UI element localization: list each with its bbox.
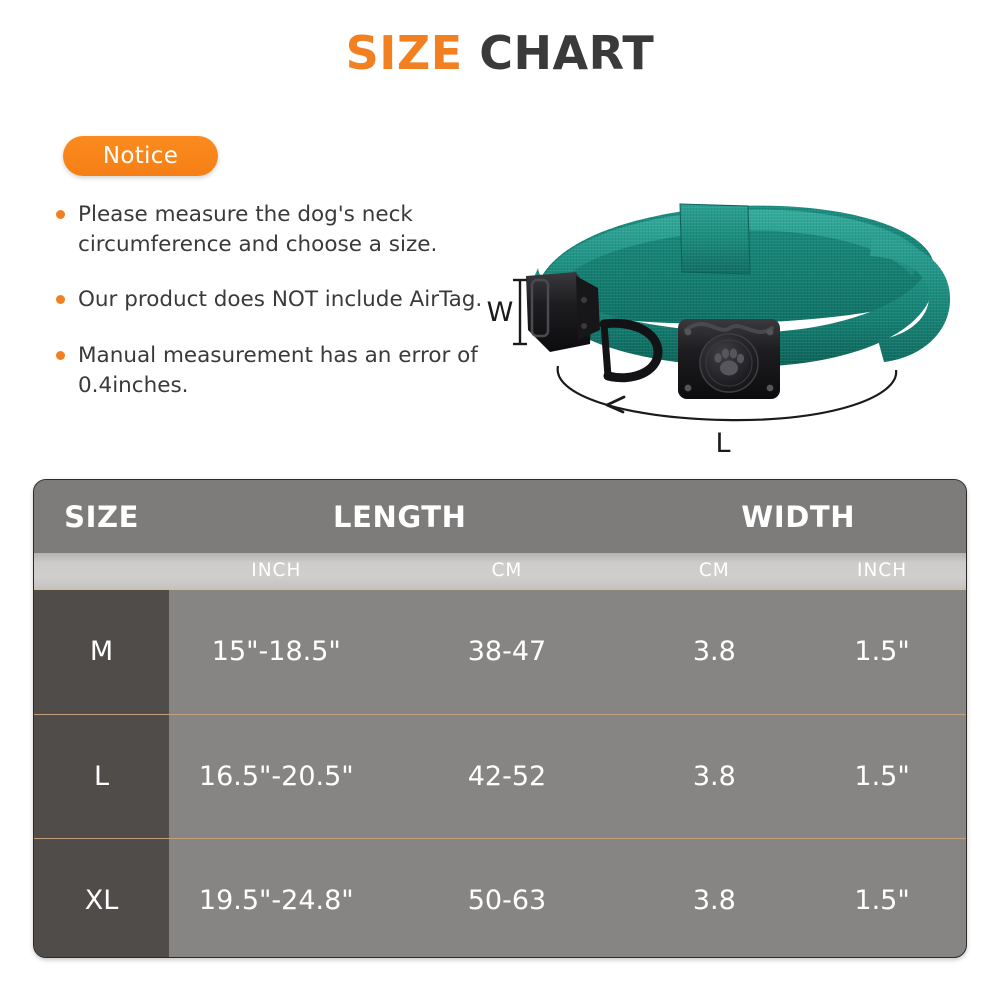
notice-item-text: Please measure the dog's neck circumfere… [78,202,438,257]
table-row: M 15"-18.5" 38-47 3.8 1.5" [34,590,966,715]
bullet-icon [56,295,65,305]
length-dimension-arrow: L [556,365,898,459]
cell-width-cm: 3.8 [692,636,736,668]
notice-badge: Notice [63,136,218,176]
page-title: SIZE CHART [0,28,1000,79]
header-length: LENGTH [333,499,467,534]
collar-front-texture [532,258,932,367]
cell-width-inch: 1.5" [854,636,910,668]
header-size: SIZE [64,499,140,534]
cell-size: L [34,714,170,838]
subheader-length-cm: CM [491,560,523,581]
page-title-rest: CHART [479,26,655,80]
cell-width-inch: 1.5" [854,760,910,792]
notice-item-text: Manual measurement has an error of 0.4in… [78,342,478,398]
cell-length-cm: 42-52 [467,760,547,792]
table-subheader-row: INCH CM CM INCH [34,553,966,590]
cell-length-inch: 19.5"-24.8" [198,885,354,917]
notice-item: Manual measurement has an error of 0.4in… [56,341,486,400]
cell-size: XL [34,839,170,957]
cell-width-cm: 3.8 [692,885,736,917]
cell-size: M [34,590,170,714]
notice-badge-label: Notice [102,143,179,169]
cell-length-inch: 15"-18.5" [211,636,341,668]
product-image: W L [480,180,970,460]
airtag-holder [678,319,780,399]
paw-print-icon [714,348,745,376]
buckle-hardware [526,272,600,352]
cell-length-cm: 50-63 [467,885,547,917]
cell-length-cm: 38-47 [467,636,547,668]
size-chart-table: SIZE LENGTH WIDTH INCH CM CM INCH M 15"-… [33,479,967,958]
collar-keeper-texture [680,204,750,274]
collar-handle-texture [870,238,951,362]
width-label: W [487,297,514,328]
cell-width-inch: 1.5" [854,885,910,917]
page-title-highlight: SIZE [345,26,463,80]
bullet-icon [56,350,65,360]
subheader-length-inch: INCH [251,560,302,581]
collar-padding-texture [542,209,924,292]
notice-list: Please measure the dog's neck circumfere… [56,200,486,426]
notice-item-text: Our product does NOT include AirTag. [78,287,483,313]
table-row: L 16.5"-20.5" 42-52 3.8 1.5" [34,714,966,839]
table-row: XL 19.5"-24.8" 50-63 3.8 1.5" [34,839,966,957]
header-width: WIDTH [741,499,856,534]
subheader-width-cm: CM [698,560,730,581]
length-label: L [715,428,730,459]
notice-item: Please measure the dog's neck circumfere… [56,200,486,259]
cell-length-inch: 16.5"-20.5" [198,760,354,792]
notice-item: Our product does NOT include AirTag. [56,285,486,315]
subheader-width-inch: INCH [857,560,908,581]
width-dimension-marker: W [487,278,527,346]
bullet-icon [56,210,65,219]
d-ring-hardware [599,318,663,383]
subheader-size-blank [34,553,169,588]
cell-width-cm: 3.8 [692,760,736,792]
table-header-row: SIZE LENGTH WIDTH [34,480,966,553]
